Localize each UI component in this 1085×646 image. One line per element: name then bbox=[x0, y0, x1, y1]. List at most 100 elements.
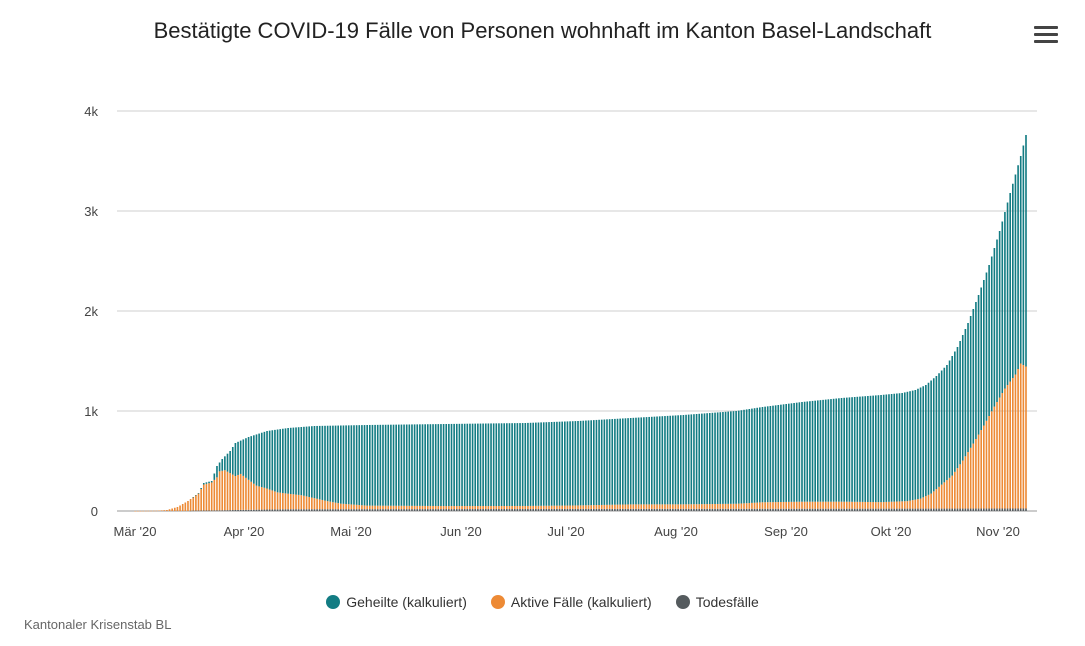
bar-active[interactable] bbox=[434, 505, 437, 510]
bar-deaths[interactable] bbox=[990, 508, 993, 511]
bar-deaths[interactable] bbox=[930, 508, 932, 511]
bar-active[interactable] bbox=[303, 495, 305, 510]
bar-deaths[interactable] bbox=[366, 509, 368, 512]
bar-deaths[interactable] bbox=[772, 508, 774, 511]
bar-active[interactable] bbox=[993, 406, 996, 509]
bar-active[interactable] bbox=[674, 504, 677, 509]
bar-healed[interactable] bbox=[730, 411, 732, 504]
bar-deaths[interactable] bbox=[490, 509, 492, 511]
bar-active[interactable] bbox=[656, 504, 658, 509]
bar-active[interactable] bbox=[940, 484, 943, 509]
bar-healed[interactable] bbox=[511, 423, 513, 506]
bar-deaths[interactable] bbox=[411, 509, 413, 511]
bar-active[interactable] bbox=[648, 504, 650, 509]
bar-active[interactable] bbox=[426, 505, 429, 510]
bar-healed[interactable] bbox=[751, 408, 753, 503]
bar-deaths[interactable] bbox=[469, 509, 471, 511]
bar-deaths[interactable] bbox=[226, 510, 229, 511]
bar-healed[interactable] bbox=[798, 402, 801, 502]
bar-active[interactable] bbox=[210, 482, 213, 511]
bar-deaths[interactable] bbox=[350, 509, 353, 511]
bar-healed[interactable] bbox=[216, 466, 218, 478]
bar-deaths[interactable] bbox=[690, 508, 693, 511]
bar-active[interactable] bbox=[342, 503, 345, 510]
bar-active[interactable] bbox=[471, 506, 474, 510]
bar-healed[interactable] bbox=[271, 430, 274, 491]
bar-healed[interactable] bbox=[1006, 202, 1009, 386]
bar-active[interactable] bbox=[608, 504, 611, 509]
bar-active[interactable] bbox=[345, 504, 347, 510]
bar-healed[interactable] bbox=[898, 393, 901, 502]
bar-deaths[interactable] bbox=[998, 508, 1001, 511]
bar-deaths[interactable] bbox=[658, 508, 661, 511]
bar-healed[interactable] bbox=[1014, 174, 1017, 375]
bar-active[interactable] bbox=[716, 503, 719, 509]
bar-deaths[interactable] bbox=[361, 509, 363, 511]
bar-deaths[interactable] bbox=[276, 509, 279, 511]
bar-active[interactable] bbox=[403, 505, 405, 510]
bar-deaths[interactable] bbox=[661, 508, 664, 511]
bar-deaths[interactable] bbox=[1009, 508, 1011, 511]
bar-healed[interactable] bbox=[650, 416, 653, 505]
bar-healed[interactable] bbox=[477, 423, 479, 507]
bar-deaths[interactable] bbox=[332, 509, 334, 511]
bar-active[interactable] bbox=[998, 397, 1001, 509]
bar-active[interactable] bbox=[245, 477, 247, 510]
bar-active[interactable] bbox=[503, 506, 506, 509]
bar-active[interactable] bbox=[695, 504, 698, 509]
bar-active[interactable] bbox=[571, 505, 574, 509]
bar-deaths[interactable] bbox=[358, 509, 361, 511]
bar-healed[interactable] bbox=[759, 407, 761, 503]
bar-deaths[interactable] bbox=[608, 508, 611, 511]
bar-active[interactable] bbox=[305, 496, 308, 510]
bar-active[interactable] bbox=[179, 505, 181, 512]
bar-active[interactable] bbox=[1001, 393, 1004, 509]
bar-active[interactable] bbox=[582, 505, 585, 509]
bar-healed[interactable] bbox=[943, 367, 946, 483]
bar-healed[interactable] bbox=[340, 425, 342, 504]
bar-healed[interactable] bbox=[213, 473, 216, 480]
bar-healed[interactable] bbox=[938, 373, 940, 487]
bar-healed[interactable] bbox=[1022, 145, 1025, 366]
bar-active[interactable] bbox=[242, 475, 245, 510]
bar-healed[interactable] bbox=[893, 393, 896, 502]
bar-active[interactable] bbox=[171, 508, 173, 512]
bar-healed[interactable] bbox=[421, 424, 424, 506]
bar-deaths[interactable] bbox=[756, 508, 759, 511]
bar-active[interactable] bbox=[983, 425, 985, 509]
bar-active[interactable] bbox=[276, 492, 279, 510]
bar-healed[interactable] bbox=[727, 411, 730, 504]
bar-deaths[interactable] bbox=[274, 509, 276, 511]
bar-healed[interactable] bbox=[935, 376, 938, 490]
bar-deaths[interactable] bbox=[730, 508, 732, 511]
bar-active[interactable] bbox=[440, 506, 442, 510]
bar-deaths[interactable] bbox=[495, 509, 498, 511]
bar-deaths[interactable] bbox=[677, 508, 679, 511]
bar-active[interactable] bbox=[455, 506, 458, 510]
bar-active[interactable] bbox=[943, 482, 946, 509]
bar-active[interactable] bbox=[250, 481, 253, 510]
bar-active[interactable] bbox=[408, 505, 411, 510]
bar-active[interactable] bbox=[205, 483, 208, 511]
bar-healed[interactable] bbox=[347, 425, 350, 505]
bar-active[interactable] bbox=[266, 488, 268, 510]
bar-active[interactable] bbox=[590, 505, 592, 509]
bar-deaths[interactable] bbox=[503, 509, 506, 511]
bar-healed[interactable] bbox=[260, 432, 263, 488]
bar-active[interactable] bbox=[295, 494, 297, 510]
bar-deaths[interactable] bbox=[856, 508, 859, 511]
bar-healed[interactable] bbox=[1001, 221, 1004, 394]
bar-active[interactable] bbox=[1022, 365, 1025, 509]
bar-healed[interactable] bbox=[282, 428, 284, 494]
bar-active[interactable] bbox=[332, 502, 334, 510]
bar-deaths[interactable] bbox=[698, 508, 701, 511]
bar-healed[interactable] bbox=[803, 401, 806, 502]
bar-healed[interactable] bbox=[661, 416, 664, 505]
bar-active[interactable] bbox=[619, 504, 621, 509]
bar-active[interactable] bbox=[714, 504, 716, 509]
bar-deaths[interactable] bbox=[289, 509, 292, 511]
bar-active[interactable] bbox=[645, 504, 648, 509]
bar-active[interactable] bbox=[274, 491, 276, 510]
bar-deaths[interactable] bbox=[455, 509, 458, 511]
bar-active[interactable] bbox=[640, 504, 643, 509]
